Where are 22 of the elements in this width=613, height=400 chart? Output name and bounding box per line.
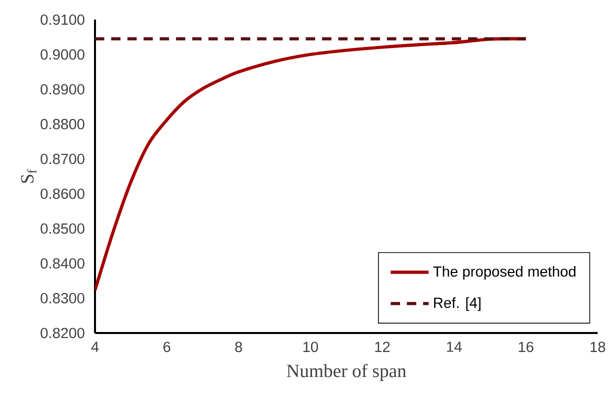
y-tick-label: 0.8500 [40,223,84,234]
y-tick-label: 0.8600 [40,188,84,199]
y-tick-label: 0.9000 [40,49,84,60]
y-tick-label: 0.8400 [40,258,84,269]
y-tick-label: 0.8700 [40,154,84,164]
x-tick-label: 16 [518,342,534,352]
x-tick-label: 4 [91,342,99,352]
y-tick-label: 0.8200 [40,328,84,338]
x-tick-label: 18 [590,342,606,352]
x-tick-label: 14 [447,342,462,352]
x-axis-title: Number of span [286,364,406,382]
legend-label: Ref. [4] [434,297,480,311]
x-tick-label: 12 [375,342,390,352]
y-axis-title: S$_{f}$ [21,169,36,183]
x-tick-label: 6 [163,342,170,352]
y-tick-label: 0.8800 [40,118,84,130]
x-tick-label: 10 [303,342,318,352]
y-tick-label: 0.9100 [40,14,84,25]
legend-label: The proposed method [433,266,576,280]
x-tick-label: 8 [235,342,242,352]
y-tick-label: 0.8300 [40,293,84,304]
y-tick-label: 0.8900 [40,84,84,94]
